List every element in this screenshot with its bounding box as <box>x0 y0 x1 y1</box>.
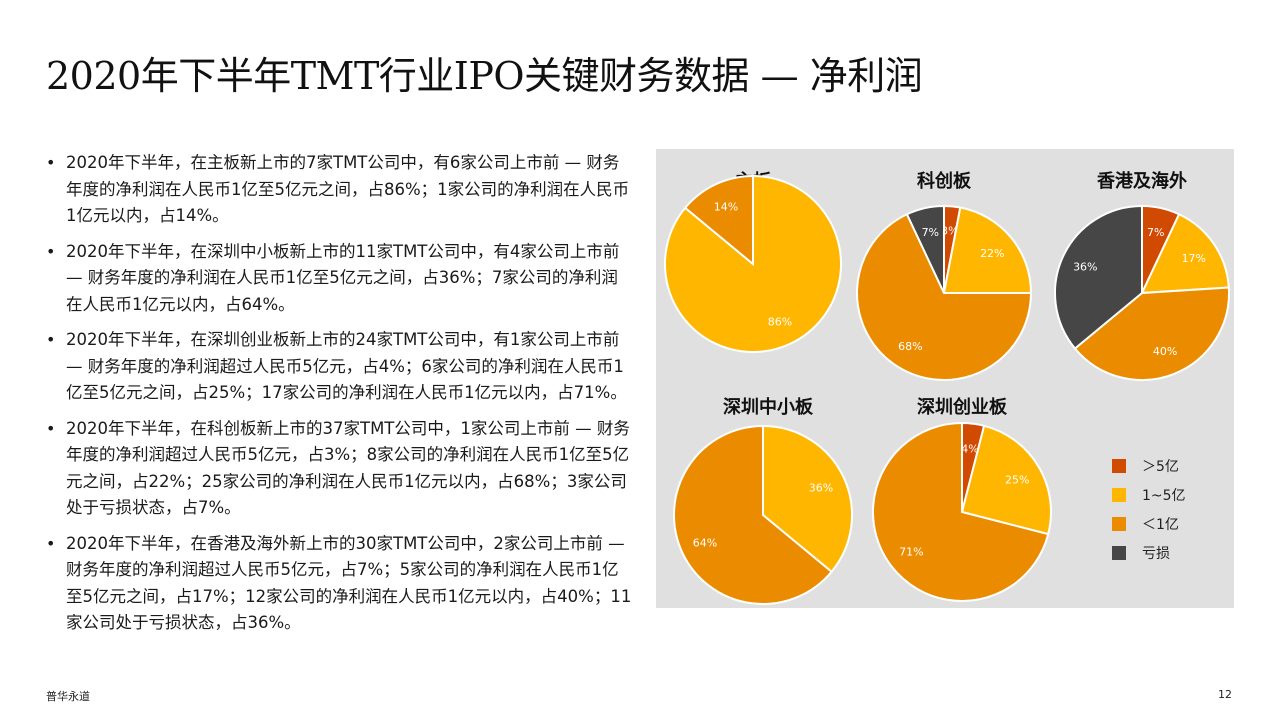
bullet-chinext: 2020年下半年，在深圳创业板新上市的24家TMT公司中，有1家公司上市前 — … <box>42 327 632 407</box>
slice-label-1to5: 86% <box>768 315 792 328</box>
pie-slice-1to5 <box>664 174 842 353</box>
slice-label-gt5: 7% <box>1147 226 1164 239</box>
slice-label-lt1: 64% <box>693 536 717 549</box>
slice-label-lt1: 71% <box>899 545 923 558</box>
pie-slice-1to5 <box>1140 212 1230 295</box>
legend-swatch-1to5 <box>1112 488 1126 502</box>
legend-swatch-loss <box>1112 546 1126 560</box>
pie-slice-1to5 <box>960 424 1052 536</box>
legend-swatch-gt5 <box>1112 459 1126 473</box>
pie-slice-lt1 <box>871 421 1050 602</box>
slice-label-lt1: 40% <box>1153 345 1177 358</box>
slice-label-1to5: 22% <box>980 247 1004 260</box>
pie-chart-3: 香港及海外 7% 17% 40% 36% <box>1054 170 1230 381</box>
bullet-sme-board: 2020年下半年，在深圳中小板新上市的11家TMT公司中，有4家公司上市前 — … <box>42 239 632 319</box>
pie-chart-5: 深圳创业板 4% 25% 71% <box>871 396 1052 602</box>
pie-slice-loss <box>1054 204 1143 350</box>
bullet-list: 2020年下半年，在主板新上市的7家TMT公司中，有6家公司上市前 — 财务年度… <box>42 150 632 646</box>
bullet-hk-overseas: 2020年下半年，在香港及海外新上市的30家TMT公司中，2家公司上市前 — 财… <box>42 531 632 637</box>
page-title: 2020年下半年TMT行业IPO关键财务数据 — 净利润 <box>46 54 923 98</box>
pie-title: 深圳创业板 <box>917 396 1008 418</box>
slice-label-1to5: 36% <box>809 482 833 495</box>
legend-swatch-lt1 <box>1112 517 1126 531</box>
legend-label-loss: 亏损 <box>1142 546 1170 562</box>
pie-charts: 主板86%14%科创板3%22%68%7%香港及海外7%17%40%36%深圳中… <box>664 170 1230 605</box>
slice-label-lt1: 14% <box>714 201 738 214</box>
bullet-star-market: 2020年下半年，在科创板新上市的37家TMT公司中，1家公司上市前 — 财务年… <box>42 416 632 522</box>
legend-label-1to5: 1~5亿 <box>1142 488 1186 504</box>
pie-slice-lt1 <box>673 424 833 605</box>
legend-label-lt1: ＜1亿 <box>1142 517 1179 533</box>
legend-label-gt5: ＞5亿 <box>1142 459 1179 475</box>
pie-title: 科创板 <box>917 170 972 192</box>
slice-label-1to5: 17% <box>1182 252 1206 265</box>
pie-slice-loss <box>905 204 945 294</box>
slice-label-lt1: 68% <box>898 340 922 353</box>
chart-panel: 主板86%14%科创板3%22%68%7%香港及海外7%17%40%36%深圳中… <box>656 149 1234 608</box>
pie-slice-1to5 <box>762 424 854 574</box>
pie-title: 深圳中小板 <box>723 396 814 418</box>
pie-slice-1to5 <box>942 206 1033 294</box>
pie-title: 香港及海外 <box>1096 170 1187 192</box>
pie-chart-1: 主板86%14% <box>664 170 842 353</box>
pie-slice-lt1 <box>856 212 1033 381</box>
footer-brand: 普华永道 <box>46 690 90 703</box>
page-number: 12 <box>1218 688 1232 701</box>
slice-label-loss: 36% <box>1073 260 1097 273</box>
slice-label-1to5: 25% <box>1005 473 1029 486</box>
pie-chart-4: 深圳中小板 36% 64% <box>673 396 854 605</box>
slice-label-gt5: 4% <box>961 442 978 455</box>
slice-label-loss: 7% <box>922 226 939 239</box>
bullet-main-board: 2020年下半年，在主板新上市的7家TMT公司中，有6家公司上市前 — 财务年度… <box>42 150 632 230</box>
pie-slice-lt1 <box>1073 286 1230 381</box>
pie-slice-lt1 <box>683 174 754 267</box>
